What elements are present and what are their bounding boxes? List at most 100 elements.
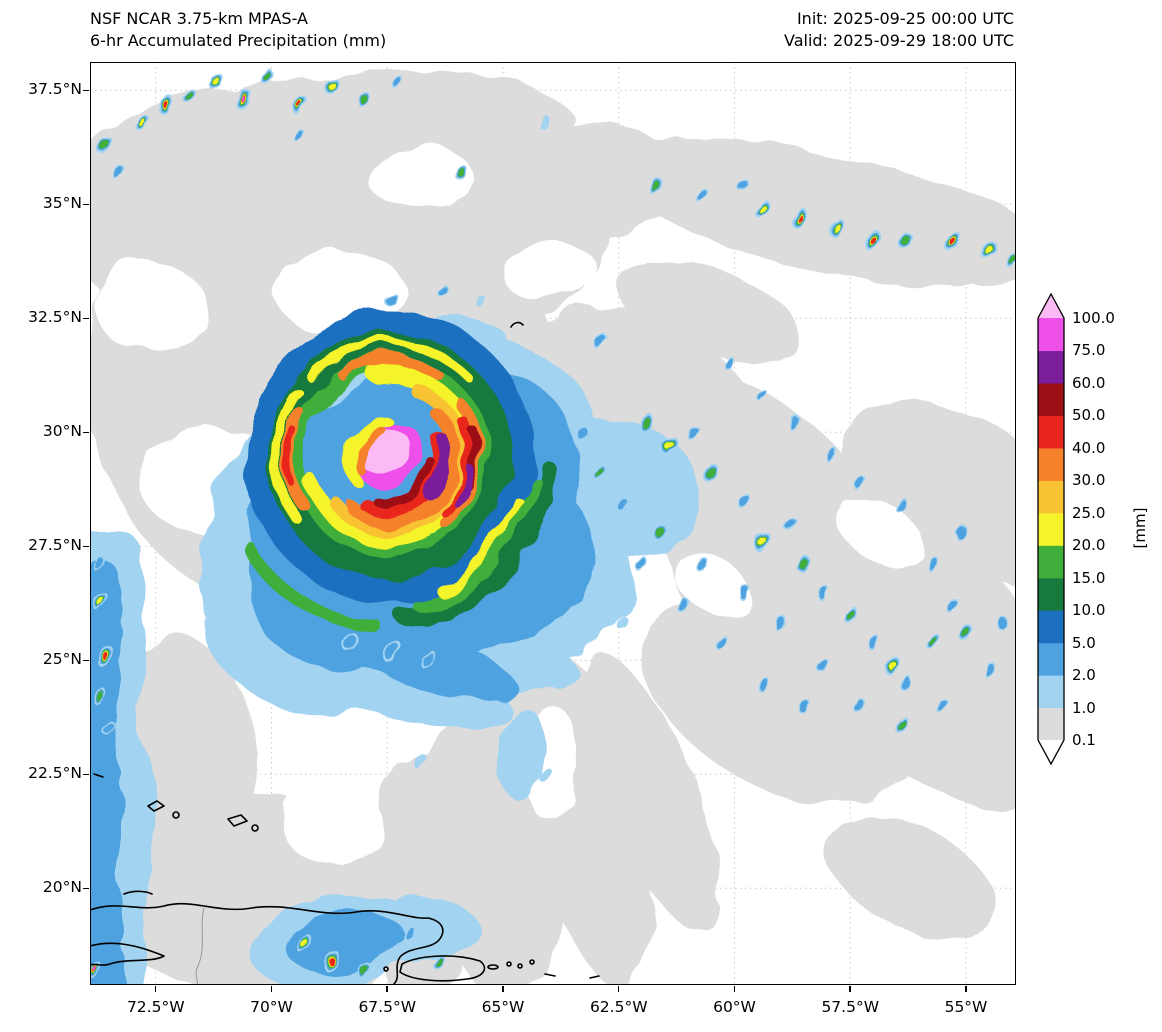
init-time-text: Init: 2025-09-25 00:00 UTC [796,9,1014,28]
x-tick-mark [386,986,388,992]
precip-cell [757,389,768,402]
precip-cell [511,730,523,745]
precip-cell [884,656,900,674]
x-tick-mark [617,986,620,992]
turks-caicos [251,824,259,832]
mona-island [383,966,389,972]
colorbar-tick-label: 100.0 [1072,309,1115,327]
y-tick-mark [83,773,89,776]
precip-cell [593,333,607,350]
precip-cell [784,516,796,531]
precip-cell [894,716,908,733]
precip-cell [112,165,125,180]
page-subtitle: 6-hr Accumulated Precipitation (mm) [90,31,387,50]
precip-cell [714,635,727,650]
precip-cell [865,231,882,251]
precip-cell [90,962,103,979]
precip-cell [895,498,908,513]
precip-cell [704,464,719,483]
precip-cell [853,698,866,713]
precip-cell [103,721,116,736]
x-tick-mark [965,986,967,992]
precip-cell [357,962,371,979]
precip-cell [209,73,223,90]
y-tick-label: 30°N [42,422,82,441]
precip-cell [94,557,107,572]
page-title: NSF NCAR 3.75-km MPAS-A [90,9,308,28]
precip-cell [618,617,629,630]
y-tick-mark [83,431,89,434]
precip-cell [661,436,678,456]
colorbar-tick-label: 30.0 [1072,471,1106,490]
precip-cell [323,951,340,971]
puerto-rico-coastline [399,955,486,982]
valid-time-text: Valid: 2025-09-29 18:00 UTC [783,31,1014,50]
vieques-island [487,964,499,970]
colorbar-tick-label: 2.0 [1072,666,1096,685]
x-tick-mark [154,986,157,992]
y-tick-mark [83,887,89,890]
precip-cell [959,624,973,641]
virgin-island [506,961,512,967]
precip-cell [292,95,307,113]
x-tick-mark [849,986,851,992]
turks-caicos [227,814,248,827]
precip-cell [983,662,995,677]
precip-cell [686,425,699,440]
precip-cell [342,633,358,651]
precip-cell [825,448,838,463]
colorbar-tick-label: 10.0 [1072,601,1106,620]
colorbar-units-label: [mm] [1131,507,1149,549]
precip-cell [867,635,880,650]
precip-cell [955,525,968,540]
y-tick-label: 20°N [42,878,82,897]
turks-caicos [172,811,180,819]
bermuda-island [510,321,524,328]
precip-cell [575,425,588,440]
precip-cell [737,584,750,599]
y-tick-label: 37.5°N [28,80,82,99]
lesser-antilles-fragment [589,975,600,979]
precip-cell [639,414,654,432]
y-tick-label: 32.5°N [28,308,82,327]
stratiform-gray-field [90,69,1016,985]
precip-cell [182,87,195,102]
y-tick-mark [83,317,89,320]
precip-cell [386,292,398,308]
precip-cell [981,241,997,259]
precip-cell [404,926,417,941]
precip-cell [437,284,448,298]
y-tick-label: 22.5°N [28,764,82,783]
y-tick-mark [83,89,89,92]
colorbar-tick-label: 5.0 [1072,633,1096,652]
precip-cell [755,200,770,218]
precip-cell [157,95,173,113]
precip-cell [93,688,107,705]
x-tick-mark [502,986,504,992]
precip-cell [927,634,941,651]
precip-cell [816,584,829,599]
virgin-island [529,959,535,965]
x-tick-label: 65°W [481,998,525,1016]
precip-cell [97,136,113,154]
precipitation-map [90,62,1016,985]
coastlines [90,321,600,985]
precip-cell [475,294,485,306]
y-tick-label: 35°N [42,194,82,213]
tortuga-island [123,890,153,895]
precip-cell [724,357,736,371]
hurricane [236,312,558,633]
colorbar [1033,290,1069,770]
y-tick-mark [83,545,89,548]
x-tick-label: 70°W [250,998,293,1016]
haiti-south-peninsula [90,942,165,966]
x-tick-label: 55°W [944,998,988,1016]
precip-cell [797,556,811,573]
x-tick-mark [270,986,273,992]
precip-cell [261,69,273,84]
precip-cell [325,77,339,94]
precip-cell [696,557,708,572]
precip-cell [383,640,401,662]
precip-cell [538,767,551,782]
